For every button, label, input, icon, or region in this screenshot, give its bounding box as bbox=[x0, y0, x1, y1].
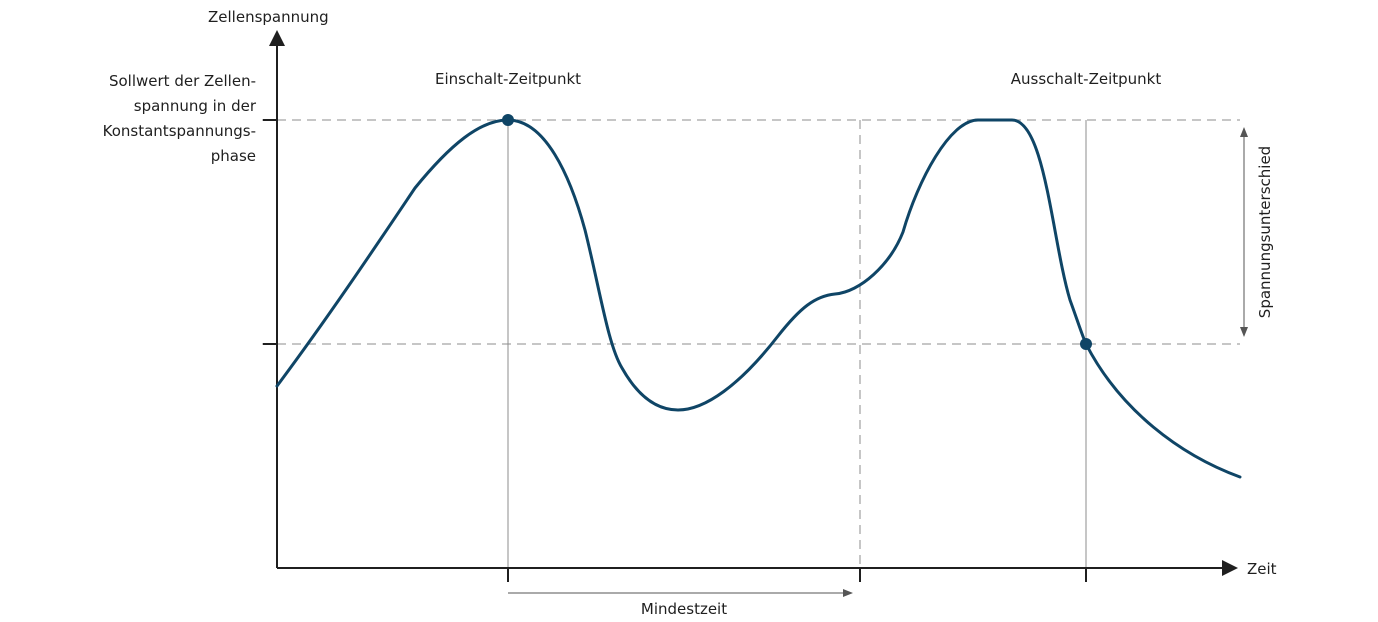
switch-off-label: Ausschalt-Zeitpunkt bbox=[1011, 70, 1162, 88]
switch-on-label: Einschalt-Zeitpunkt bbox=[435, 70, 581, 88]
y-axis-label: Zellenspannung bbox=[208, 8, 329, 26]
cell-voltage-curve bbox=[275, 118, 1242, 479]
y-axis-arrowhead bbox=[269, 30, 285, 46]
setpoint-label-line-1: Sollwert der Zellen- bbox=[109, 72, 256, 90]
voltage-difference-label: Spannungsunterschied bbox=[1256, 146, 1274, 318]
x-axis-label: Zeit bbox=[1247, 560, 1277, 578]
switch-off-point bbox=[1080, 338, 1092, 350]
setpoint-label-line-4: phase bbox=[211, 147, 256, 165]
setpoint-label-line-3: Konstantspannungs- bbox=[103, 122, 256, 140]
switch-on-point bbox=[502, 114, 514, 126]
x-axis-arrowhead bbox=[1222, 560, 1238, 576]
min-time-label: Mindestzeit bbox=[641, 600, 727, 618]
setpoint-label-line-2: spannung in der bbox=[134, 97, 257, 115]
